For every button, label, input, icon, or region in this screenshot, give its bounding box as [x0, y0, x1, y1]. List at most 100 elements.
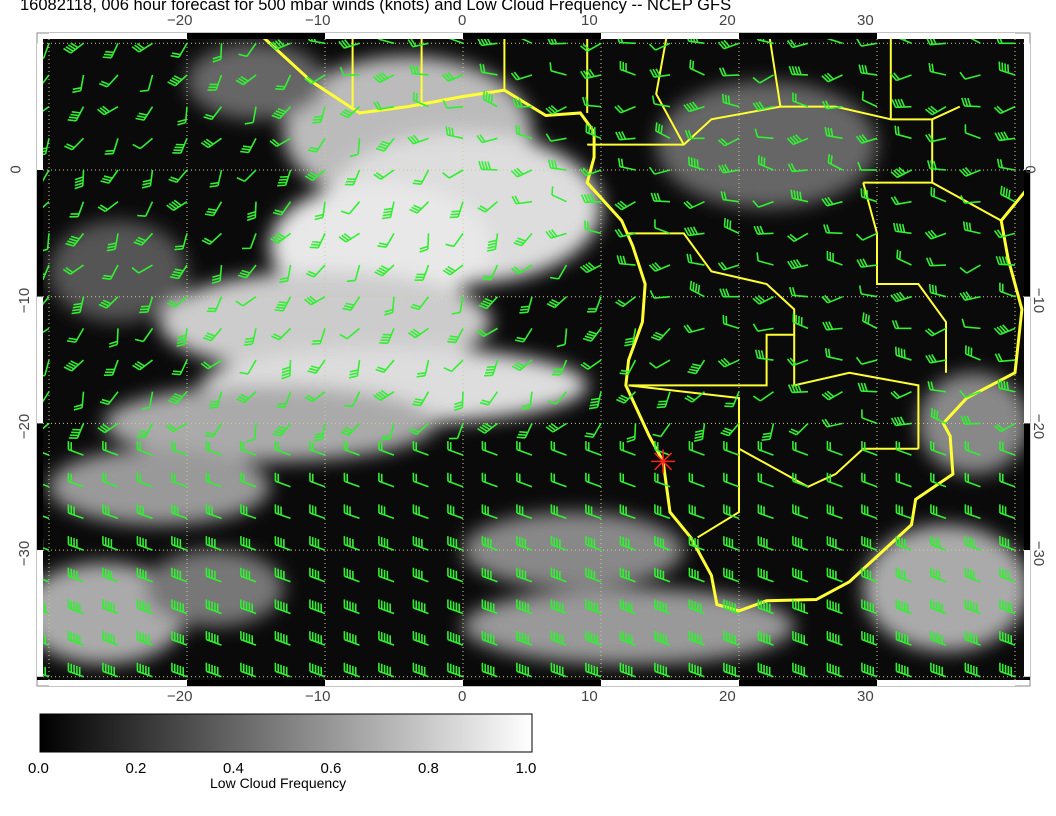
wind-barb [688, 441, 705, 456]
wind-barb [648, 42, 671, 51]
wind-barb [687, 359, 706, 375]
wind-barb [102, 42, 119, 59]
wind-barb [624, 328, 637, 347]
wind-barb [964, 536, 981, 551]
wind-barb [343, 567, 360, 583]
wind-barb [550, 662, 567, 678]
wind-barb [67, 599, 84, 615]
border-segment [1024, 170, 1030, 297]
border-segment [49, 680, 187, 686]
wind-barb [204, 422, 223, 438]
wind-barb [626, 423, 637, 443]
wind-barb [510, 71, 533, 81]
wind-barb [656, 391, 671, 409]
wind-barb [205, 662, 222, 678]
wind-barb [309, 233, 326, 249]
wind-barb [171, 536, 188, 551]
wind-barb [63, 359, 85, 372]
wind-barb [619, 359, 637, 376]
border-segment [49, 33, 187, 39]
lon-tick-top: −10 [305, 12, 331, 29]
wind-barb [64, 137, 85, 151]
wind-barb [822, 321, 843, 331]
colorbar-tick: 0.6 [320, 760, 342, 777]
wind-barb [684, 130, 705, 140]
wind-barb [412, 536, 429, 551]
wind-barb [304, 74, 326, 85]
wind-barb [895, 472, 912, 488]
wind-barb [683, 101, 705, 113]
wind-barb [412, 472, 429, 488]
wind-barb [648, 166, 671, 175]
wind-barb [550, 441, 567, 456]
wind-barb [826, 251, 843, 266]
wind-barb [477, 422, 498, 434]
wind-barb [272, 422, 292, 437]
wind-barb [481, 536, 498, 551]
wind-barb [447, 599, 464, 615]
lat-tick-left: −20 [16, 414, 34, 440]
lat-tick-right: −10 [1030, 287, 1048, 313]
colorbar-tick: 0.2 [125, 760, 147, 777]
wind-barb [349, 138, 361, 158]
border-segment [1024, 296, 1030, 424]
wind-barb [43, 169, 50, 182]
wind-barb [309, 441, 326, 456]
wind-barb [959, 167, 981, 177]
wind-barb [309, 536, 326, 551]
wind-barb [108, 328, 119, 348]
wind-barb [309, 599, 326, 615]
border-segment [37, 550, 43, 677]
wind-barb [378, 567, 395, 583]
wind-barb [688, 631, 705, 646]
wind-barb [443, 359, 464, 373]
wind-barb [171, 359, 188, 376]
wind-barb [580, 42, 602, 52]
wind-barb [930, 186, 947, 203]
wind-barb [205, 631, 222, 646]
wind-barb [338, 39, 360, 49]
wind-barb [43, 634, 50, 646]
wind-barb [236, 391, 257, 404]
wind-barb [861, 91, 878, 108]
wind-barb [925, 257, 947, 267]
wind-barb [139, 296, 154, 314]
wind-barb [43, 138, 50, 156]
wind-barb [176, 328, 188, 347]
wind-barb [171, 441, 188, 456]
wind-barb [339, 106, 361, 119]
wind-barb [925, 354, 947, 364]
wind-barb [894, 125, 912, 140]
wind-barb [930, 662, 947, 678]
lat-tick-right: 0 [1021, 165, 1039, 174]
wind-barb [752, 391, 774, 402]
wind-barb [792, 441, 809, 456]
wind-barb [451, 296, 464, 315]
country-border [738, 447, 919, 488]
wind-barb [580, 68, 602, 80]
wind-barb [43, 452, 50, 456]
wind-barb [207, 74, 223, 91]
wind-barb [304, 295, 326, 306]
border-segment [325, 33, 463, 39]
wind-barb [279, 264, 292, 284]
wind-barb [272, 201, 292, 216]
lon-tick-bottom: 10 [581, 688, 598, 705]
wind-barb [274, 567, 291, 583]
wind-barb [240, 599, 257, 615]
wind-barb [654, 662, 671, 678]
wind-barb [136, 536, 153, 551]
wind-barb [384, 296, 395, 316]
wind-barb [410, 296, 430, 311]
wind-barb [619, 662, 636, 678]
wind-barb [343, 441, 360, 456]
wind-barb [580, 193, 602, 204]
wind-barb [959, 390, 981, 398]
wind-barb [857, 161, 877, 171]
wind-barb [861, 504, 878, 520]
wind-barb [649, 359, 671, 369]
wind-barb [476, 134, 498, 144]
wind-barb [551, 359, 568, 376]
wind-barb [477, 39, 498, 47]
wind-barb [43, 201, 50, 209]
